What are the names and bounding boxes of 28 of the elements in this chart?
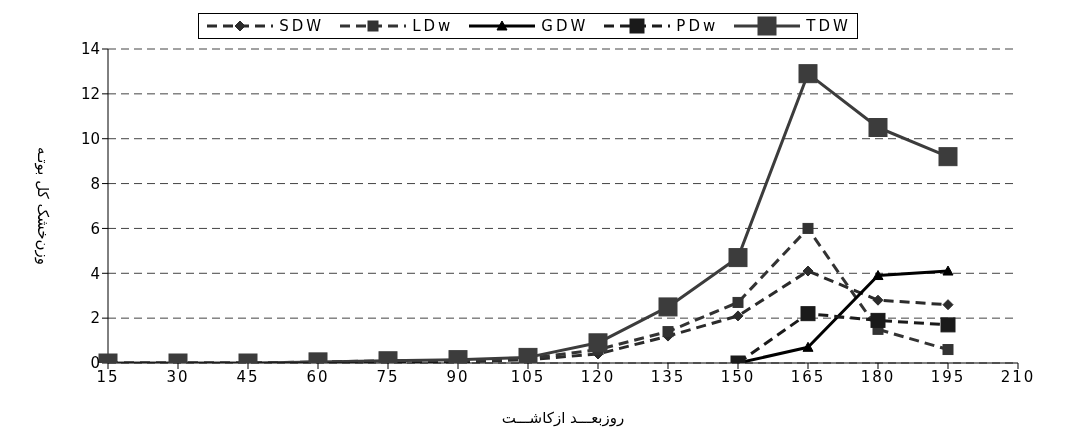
legend-label: LDw (412, 17, 454, 35)
legend-label: TDW (806, 17, 851, 35)
x-tick-label: 75 (376, 367, 400, 386)
x-tick-label: 135 (650, 367, 686, 386)
legend-label: PDw (676, 17, 719, 35)
x-tick-label: 165 (790, 367, 826, 386)
x-tick-label: 210 (1000, 367, 1036, 386)
x-tick-label: 180 (860, 367, 896, 386)
x-tick-label: 120 (580, 367, 616, 386)
y-tick-label: 8 (90, 174, 100, 193)
x-axis-title: روزبعـــد ازکاشـــت (501, 409, 625, 427)
x-tick-label: 30 (166, 367, 190, 386)
legend-label: GDW (541, 17, 589, 35)
legend-label: SDW (279, 17, 325, 35)
x-tick-label: 45 (236, 367, 260, 386)
x-tick-label: 195 (930, 367, 966, 386)
x-tick-label: 15 (96, 367, 120, 386)
y-tick-label: 4 (90, 264, 100, 283)
y-tick-label: 6 (90, 219, 100, 238)
x-tick-label: 60 (306, 367, 330, 386)
x-tick-label: 90 (446, 367, 470, 386)
y-tick-label: 2 (90, 309, 100, 328)
y-tick-label: 14 (80, 40, 100, 59)
x-tick-label: 150 (720, 367, 756, 386)
y-axis-title: وزن‌خشک کل بوتـه (33, 146, 52, 266)
y-tick-label: 10 (80, 130, 100, 149)
y-tick-label: 12 (80, 85, 100, 104)
x-tick-label: 105 (510, 367, 546, 386)
